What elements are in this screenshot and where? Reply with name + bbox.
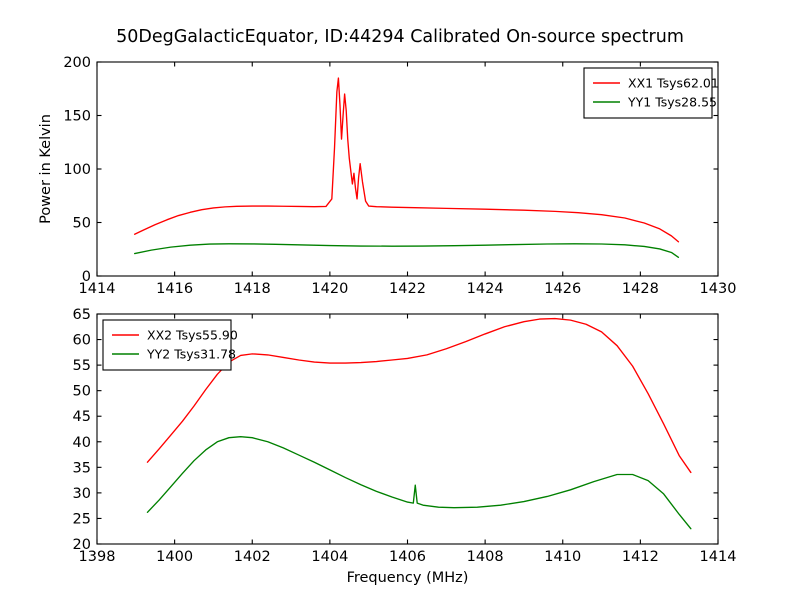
x-tick-label: 1404 xyxy=(311,549,348,565)
x-tick-label: 1406 xyxy=(389,549,426,565)
y-tick-label: 65 xyxy=(73,307,91,323)
y-tick-label: 20 xyxy=(73,537,91,553)
x-tick-label: 1426 xyxy=(544,281,581,297)
y-tick-label: 50 xyxy=(73,216,91,232)
trace-yy2 xyxy=(146,435,692,530)
y-tick-label: 50 xyxy=(73,384,91,400)
legend: XX1 Tsys62.01 YY1 Tsys28.55 xyxy=(583,67,719,119)
x-tick-label: 1428 xyxy=(622,281,659,297)
y-tick-label: 45 xyxy=(73,409,91,425)
trace-xx1 xyxy=(133,77,680,243)
x-tick-label: 1416 xyxy=(156,281,193,297)
x-tick-label: 1398 xyxy=(79,549,116,565)
x-tick-label: 1422 xyxy=(389,281,426,297)
y-tick-label: 30 xyxy=(73,486,91,502)
x-axis-label: Frequency (MHz) xyxy=(347,570,469,586)
y-tick-label: 0 xyxy=(82,269,91,285)
x-tick-label: 1412 xyxy=(622,549,659,565)
trace-xx2 xyxy=(146,317,692,474)
x-tick-label: 1400 xyxy=(156,549,193,565)
y-tick-label: 150 xyxy=(63,109,91,125)
x-tick-label: 1402 xyxy=(234,549,271,565)
x-tick-label: 1420 xyxy=(311,281,348,297)
top-panel-axes: 1414 1416 1418 1420 1422 1424 1426 1428 1430 0 50 1… xyxy=(38,55,736,297)
legend-label: XX2 Tsys55.90 xyxy=(147,328,238,343)
legend: XX2 Tsys55.90 YY2 Tsys31.78 xyxy=(102,319,238,371)
x-tick-label: 1424 xyxy=(467,281,504,297)
y-axis-label: Power in Kelvin xyxy=(38,114,54,224)
x-tick-label: 1408 xyxy=(467,549,504,565)
y-tick-label: 100 xyxy=(63,162,91,178)
y-tick-label: 40 xyxy=(73,435,91,451)
bottom-panel-axes: 1398 1400 1402 1404 1406 1408 1410 1412 1414 20 25… xyxy=(73,307,737,586)
x-tick-label: 1410 xyxy=(544,549,581,565)
legend-label: YY2 Tsys31.78 xyxy=(146,347,236,362)
page-title: 50DegGalacticEquator, ID:44294 Calibrate… xyxy=(116,27,684,47)
legend-label: YY1 Tsys28.55 xyxy=(627,95,717,110)
x-tick-label: 1418 xyxy=(234,281,271,297)
y-tick-label: 55 xyxy=(73,358,91,374)
y-tick-label: 200 xyxy=(63,55,91,71)
legend-label: XX1 Tsys62.01 xyxy=(628,76,719,91)
x-tick-label: 1430 xyxy=(700,281,737,297)
y-tick-label: 60 xyxy=(73,333,91,349)
trace-yy1 xyxy=(133,243,680,258)
x-tick-label: 1414 xyxy=(79,281,116,297)
y-tick-label: 25 xyxy=(73,511,91,527)
y-tick-label: 35 xyxy=(73,460,91,476)
x-tick-label: 1414 xyxy=(700,549,737,565)
